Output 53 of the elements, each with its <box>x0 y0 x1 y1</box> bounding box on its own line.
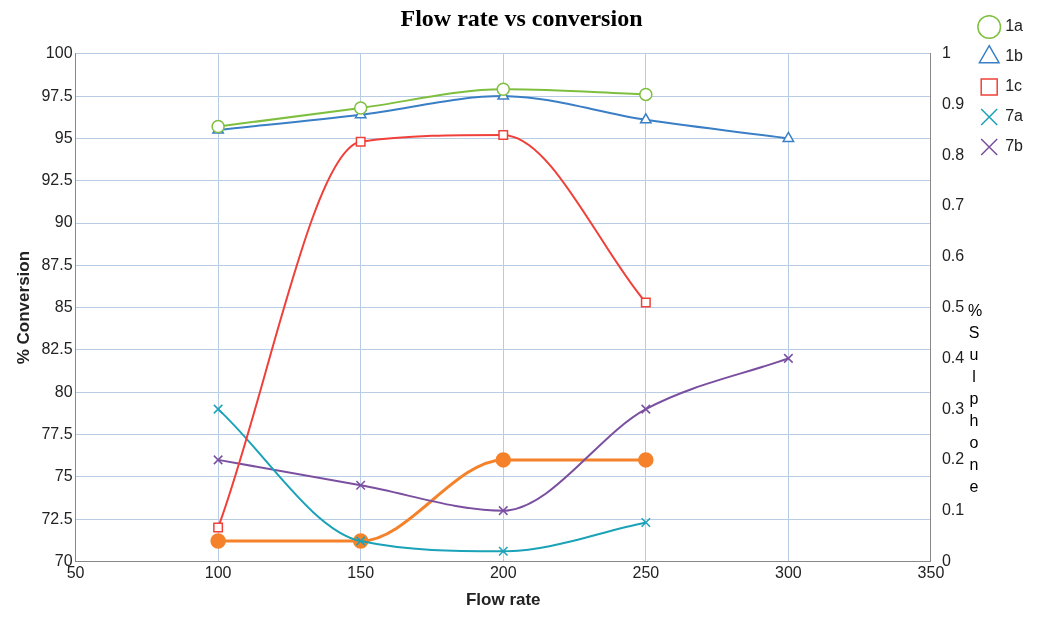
y-tick-label: 75 <box>54 467 73 485</box>
y-tick-label: 92.5 <box>41 171 73 189</box>
y-tick-label: 97.5 <box>41 86 73 104</box>
y-axis-title: % Conversion <box>13 250 33 365</box>
y-tick-label: 80 <box>54 382 73 400</box>
legend-label: 1b <box>1005 47 1024 65</box>
point <box>783 353 794 364</box>
point <box>213 522 224 533</box>
point <box>213 404 224 415</box>
point <box>213 454 224 465</box>
point <box>498 505 509 516</box>
y-tick-label: 77.5 <box>41 424 73 442</box>
legend-label: 1a <box>1005 17 1024 35</box>
y2-tick-label: 0.6 <box>941 247 965 265</box>
y2-tick-label: 1 <box>941 44 951 62</box>
y-tick-label: 82.5 <box>41 340 73 358</box>
x-axis-title: Flow rate <box>465 590 541 610</box>
point <box>353 101 368 115</box>
point <box>640 404 651 415</box>
text: % Sulphone <box>968 302 983 495</box>
legend-label: 7b <box>1005 137 1024 155</box>
point <box>640 517 651 528</box>
point <box>782 131 795 143</box>
point <box>355 136 366 147</box>
x-tick-label: 100 <box>204 564 232 582</box>
point <box>639 113 652 124</box>
y2-tick-label: 0.1 <box>941 501 965 519</box>
x-tick-label: 250 <box>632 564 660 582</box>
y2-tick-label: 0.2 <box>941 450 965 468</box>
x-tick-label: 200 <box>489 564 517 582</box>
y-tick-label: 100 <box>45 44 73 62</box>
y2-tick-label: 0.5 <box>941 298 965 316</box>
y2-tick-label: 0.9 <box>941 94 965 112</box>
point <box>639 87 653 102</box>
legend-label: 1c <box>1005 77 1023 95</box>
y-tick-label: 95 <box>54 128 73 146</box>
point <box>498 130 509 141</box>
y2-tick-label: 0.7 <box>941 196 965 214</box>
point <box>355 480 366 491</box>
x-tick-label: 300 <box>775 564 802 582</box>
y-tick-label: 90 <box>54 213 73 231</box>
y-tick-label: 72.5 <box>41 509 73 527</box>
y2-tick-label: 0.4 <box>941 348 965 366</box>
y-tick-label: 85 <box>54 298 73 316</box>
chart-title: Flow rate vs conversion <box>400 4 643 31</box>
y-tick-label: 87.5 <box>41 255 73 273</box>
y2-tick-label: 0.8 <box>941 145 965 163</box>
point <box>498 546 509 557</box>
point <box>640 297 651 308</box>
y2-tick-label: 0.3 <box>941 399 965 417</box>
legend-label: 7a <box>1005 107 1024 125</box>
x-tick-label: 150 <box>347 564 375 582</box>
point <box>496 82 510 97</box>
